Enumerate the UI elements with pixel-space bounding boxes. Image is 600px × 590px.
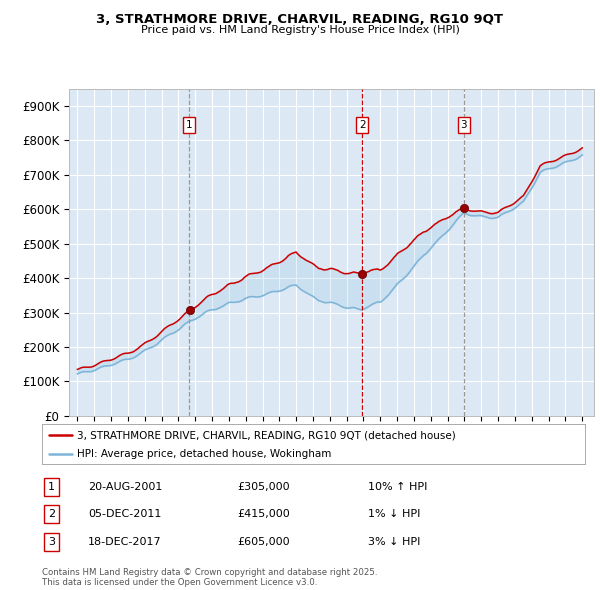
Text: 3: 3: [460, 120, 467, 130]
Text: £305,000: £305,000: [238, 482, 290, 492]
Text: 3, STRATHMORE DRIVE, CHARVIL, READING, RG10 9QT: 3, STRATHMORE DRIVE, CHARVIL, READING, R…: [97, 13, 503, 26]
Text: 05-DEC-2011: 05-DEC-2011: [88, 509, 161, 519]
Text: 3% ↓ HPI: 3% ↓ HPI: [368, 537, 420, 547]
Text: 10% ↑ HPI: 10% ↑ HPI: [368, 482, 427, 492]
Text: £415,000: £415,000: [238, 509, 290, 519]
Text: Contains HM Land Registry data © Crown copyright and database right 2025.
This d: Contains HM Land Registry data © Crown c…: [42, 568, 377, 587]
Text: £605,000: £605,000: [238, 537, 290, 547]
Text: 2: 2: [48, 509, 55, 519]
Text: 1% ↓ HPI: 1% ↓ HPI: [368, 509, 420, 519]
Text: 1: 1: [186, 120, 193, 130]
Text: 3: 3: [48, 537, 55, 547]
Text: 20-AUG-2001: 20-AUG-2001: [88, 482, 163, 492]
Text: 18-DEC-2017: 18-DEC-2017: [88, 537, 162, 547]
Text: 1: 1: [48, 482, 55, 492]
Text: Price paid vs. HM Land Registry's House Price Index (HPI): Price paid vs. HM Land Registry's House …: [140, 25, 460, 35]
Text: 2: 2: [359, 120, 365, 130]
Text: 3, STRATHMORE DRIVE, CHARVIL, READING, RG10 9QT (detached house): 3, STRATHMORE DRIVE, CHARVIL, READING, R…: [77, 431, 456, 441]
Text: HPI: Average price, detached house, Wokingham: HPI: Average price, detached house, Woki…: [77, 450, 332, 459]
